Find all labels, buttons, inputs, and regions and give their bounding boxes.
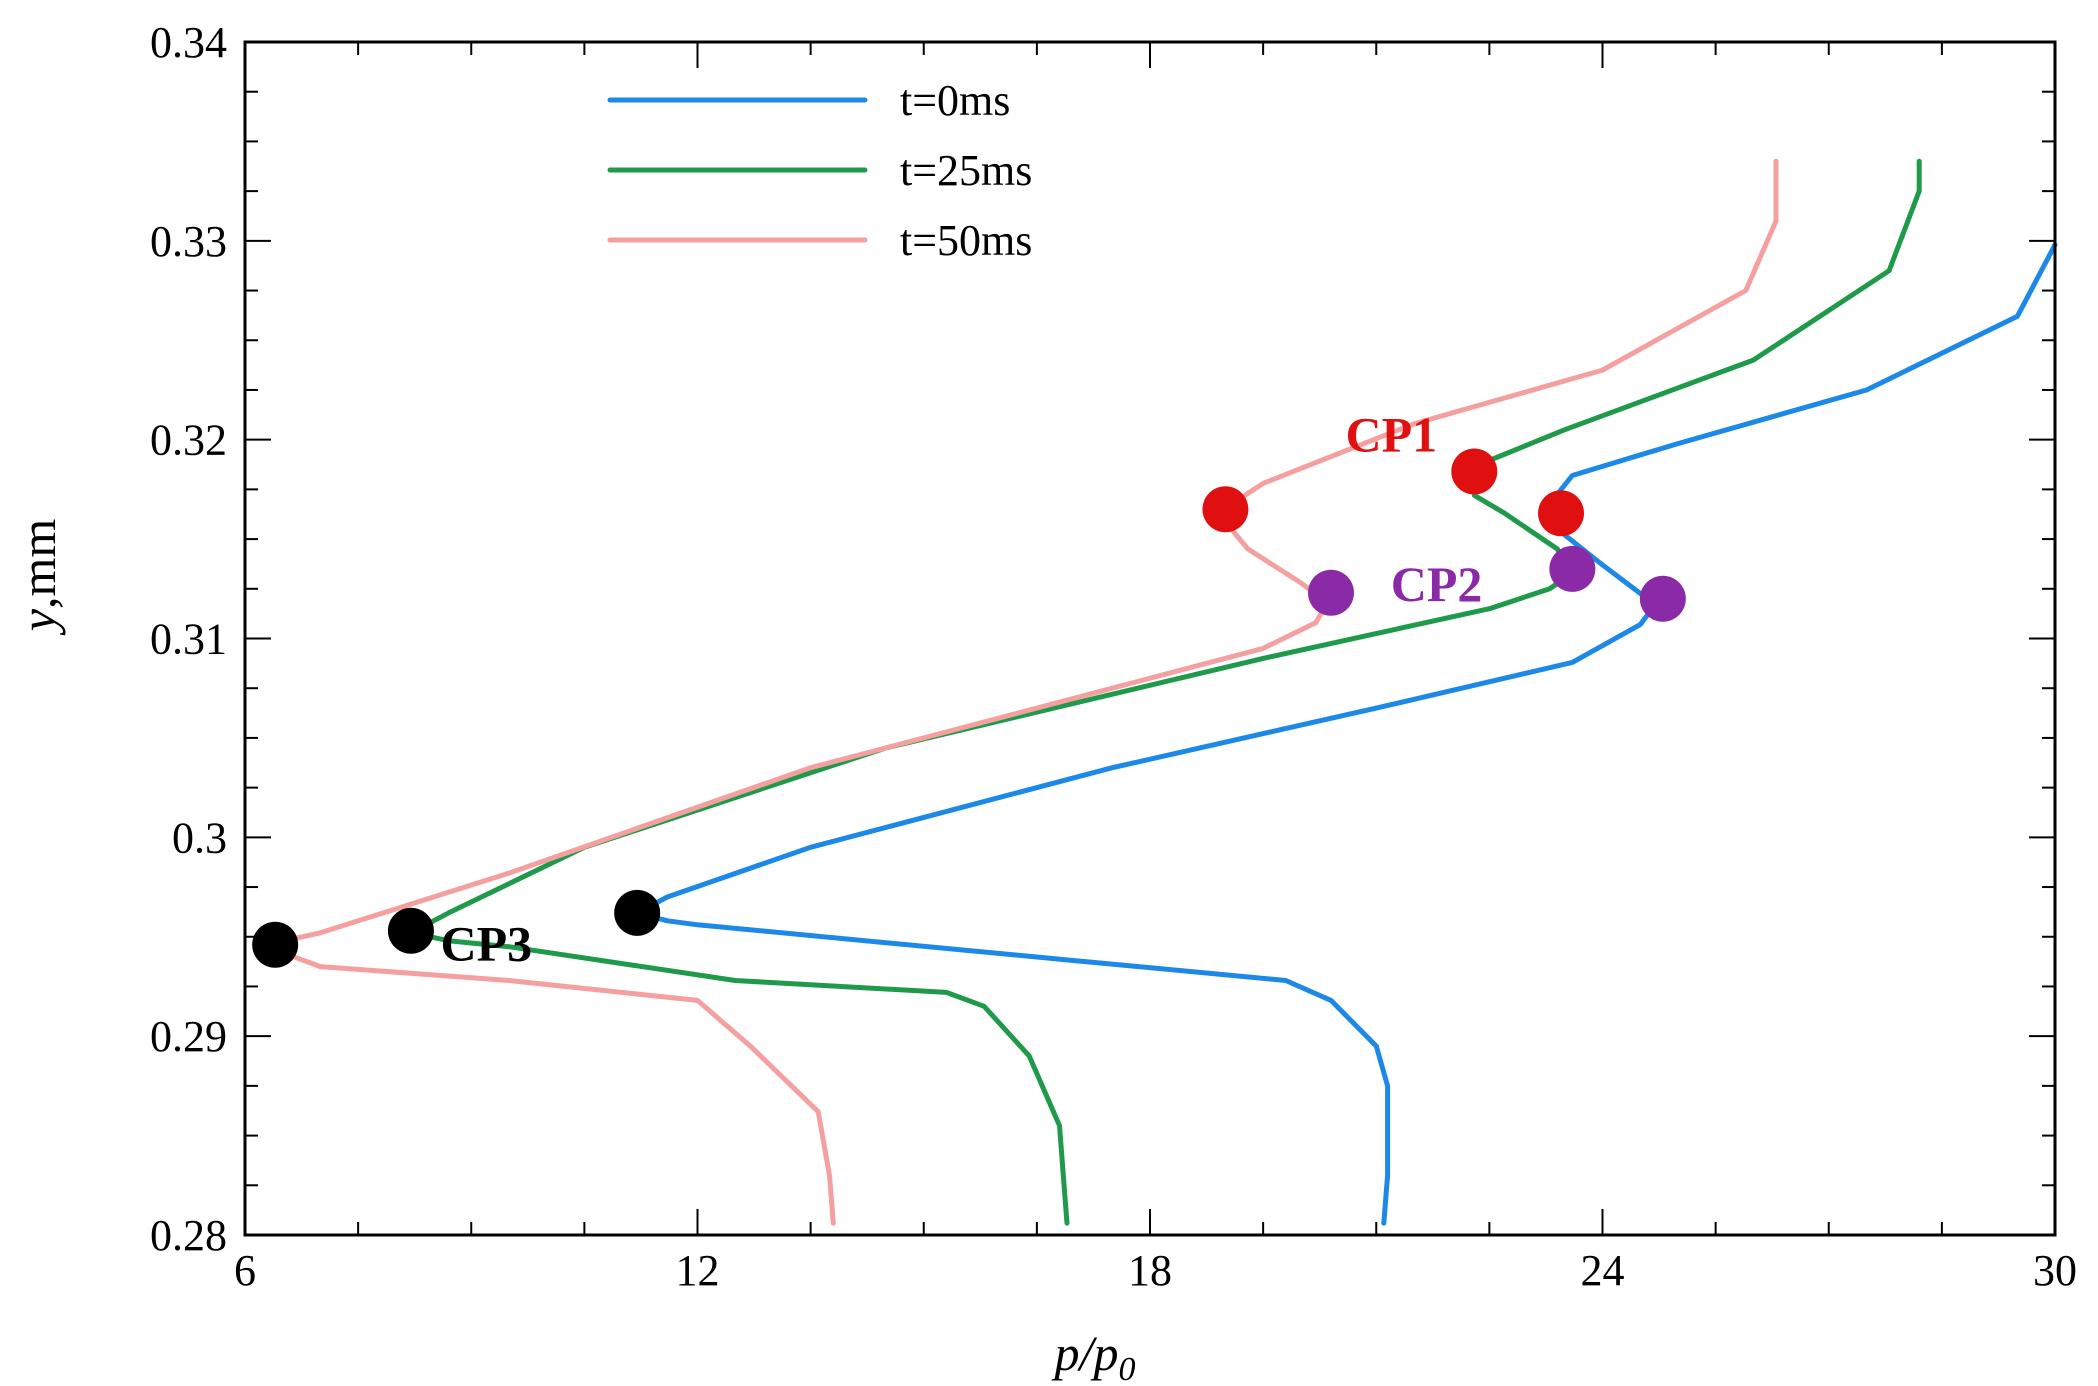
annotation-cp1: CP1 (1346, 407, 1438, 463)
legend-label: t=25ms (900, 146, 1032, 195)
y-tick-label: 0.34 (150, 18, 227, 67)
series-line-t=0ms (634, 242, 2058, 1226)
marker-cp3 (387, 907, 434, 954)
y-tick-label: 0.3 (172, 813, 227, 862)
marker-cp2 (1639, 575, 1686, 622)
x-tick-label: 12 (676, 1246, 720, 1295)
x-tick-label: 30 (2033, 1246, 2077, 1295)
marker-cp2 (1308, 569, 1354, 616)
legend-label: t=50ms (900, 216, 1032, 265)
legend: t=0ms t=25ms t=50ms (607, 76, 1032, 265)
control-point-markers (252, 448, 1686, 968)
series-lines (272, 158, 2058, 1226)
y-tick-label: 0.32 (150, 416, 227, 465)
marker-cp1 (1451, 448, 1498, 495)
y-tick-labels: 0.28 0.29 0.3 0.31 0.32 0.33 0.34 (150, 18, 227, 1260)
marker-cp2 (1549, 545, 1596, 592)
marker-cp1 (1202, 486, 1249, 533)
x-tick-label: 6 (234, 1246, 256, 1295)
x-tick-label: 24 (1581, 1246, 1625, 1295)
annotation-cp2: CP2 (1391, 556, 1483, 612)
x-tick-labels: 6 12 18 24 30 (234, 1246, 2077, 1295)
axis-ticks (244, 41, 2056, 1236)
x-tick-label: 18 (1128, 1246, 1172, 1295)
x-axis-title: p/p0 (1052, 1325, 1136, 1386)
y-tick-label: 0.33 (150, 217, 227, 266)
annotations: CP1 CP2 CP3 (441, 407, 1483, 972)
marker-cp3 (252, 921, 299, 968)
marker-cp1 (1538, 490, 1585, 537)
annotation-cp3: CP3 (441, 916, 533, 972)
legend-label: t=0ms (900, 76, 1010, 125)
y-tick-label: 0.29 (150, 1012, 227, 1061)
series-line-t=50ms (272, 158, 1779, 1226)
marker-cp3 (614, 889, 661, 936)
y-tick-label: 0.28 (150, 1211, 227, 1260)
series-line-t=25ms (408, 158, 1922, 1226)
y-tick-label: 0.31 (150, 615, 227, 664)
y-axis-title: y,mm (10, 519, 66, 637)
